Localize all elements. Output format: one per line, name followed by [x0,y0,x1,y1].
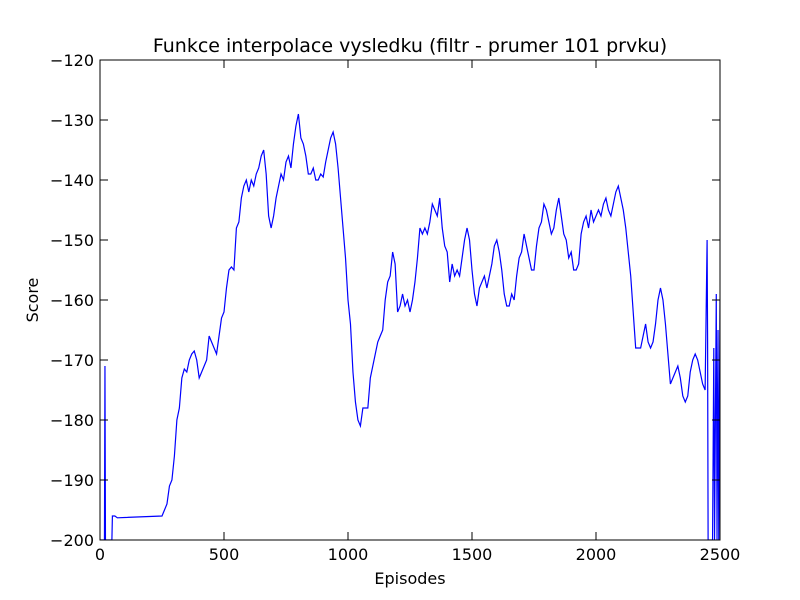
x-tick-label: 500 [209,545,240,564]
x-tick-label: 1500 [452,545,493,564]
y-axis-label: Score [23,278,42,323]
y-tick-label: −160 [50,291,94,310]
x-axis-label: Episodes [374,569,445,588]
y-tick-label: −190 [50,471,94,490]
y-tick-label: −140 [50,171,94,190]
x-tick-label: 2500 [700,545,741,564]
y-tick-label: −150 [50,231,94,250]
y-tick-label: −200 [50,531,94,550]
x-tick-label: 1000 [328,545,369,564]
y-tick-label: −180 [50,411,94,430]
y-tick-label: −170 [50,351,94,370]
plot-frame [99,59,721,541]
y-tick-label: −120 [50,51,94,70]
x-tick-label: 0 [95,545,105,564]
chart-title: Funkce interpolace vysledku (filtr - pru… [153,35,667,57]
data-line [100,113,720,540]
x-tick-label: 2000 [576,545,617,564]
y-tick-label: −130 [50,111,94,130]
